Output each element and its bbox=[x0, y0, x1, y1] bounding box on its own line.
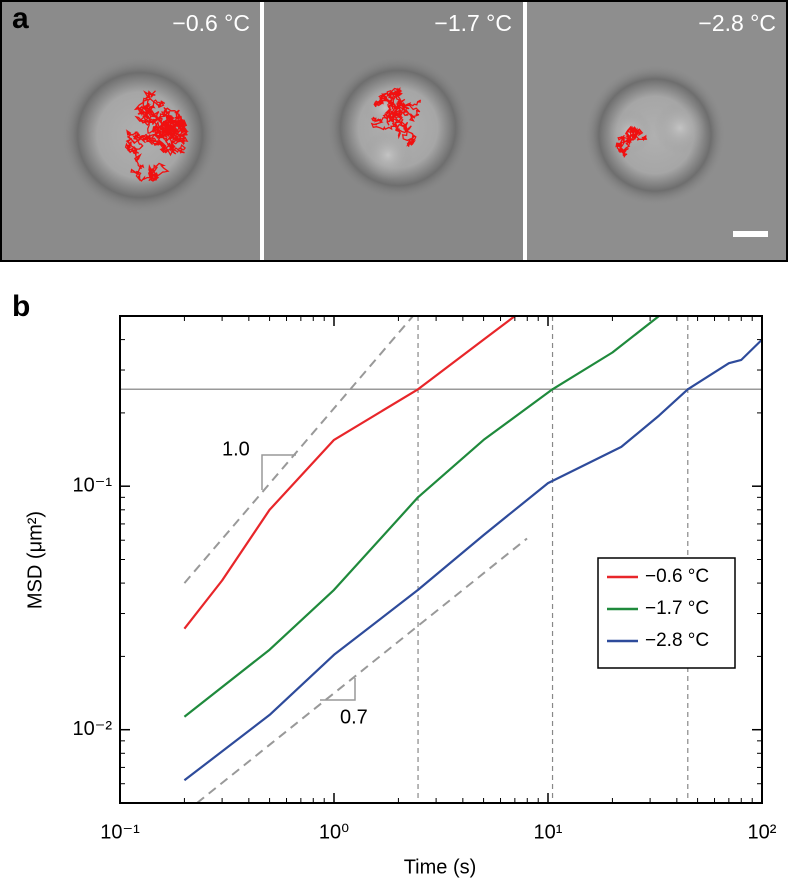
legend-label: −2.8 °C bbox=[645, 630, 709, 651]
guide-line bbox=[183, 316, 414, 584]
trajectory bbox=[370, 86, 422, 147]
slope-triangle bbox=[320, 678, 356, 701]
series-line bbox=[183, 316, 516, 630]
slope-label: 1.0 bbox=[222, 438, 250, 460]
x-tick-label: 10⁻¹ bbox=[100, 821, 140, 843]
image-label: −1.7 °C bbox=[434, 10, 512, 36]
series-line bbox=[183, 338, 762, 782]
y-tick-label: 10⁻² bbox=[73, 718, 113, 740]
x-tick-label: 10² bbox=[748, 821, 777, 843]
x-tick-label: 10¹ bbox=[534, 821, 563, 843]
slope-triangle bbox=[261, 454, 296, 490]
y-axis-label: MSD (μm²) bbox=[24, 511, 46, 609]
x-tick-label: 10⁰ bbox=[319, 821, 349, 843]
plot-area: 10⁻¹ 10⁰ 10¹ 10² 10⁻² 10⁻¹ bbox=[73, 315, 777, 843]
legend-label: −1.7 °C bbox=[645, 598, 709, 619]
cell bbox=[62, 57, 218, 213]
panel-a: a −0.6 °C −1.7 °C −2.8 °C bbox=[0, 0, 788, 262]
y-tick-label: 10⁻¹ bbox=[73, 474, 113, 496]
panel-label: a bbox=[12, 2, 29, 35]
image-label: −0.6 °C bbox=[172, 10, 250, 36]
x-axis-label: Time (s) bbox=[404, 856, 477, 878]
trajectory bbox=[124, 90, 189, 182]
divider bbox=[523, 2, 527, 260]
guide-line bbox=[196, 537, 528, 803]
trajectory bbox=[615, 125, 648, 159]
series-line bbox=[183, 316, 660, 718]
legend-label: −0.6 °C bbox=[645, 566, 709, 587]
image-label: −2.8 °C bbox=[698, 10, 776, 36]
panel-label: b bbox=[12, 290, 30, 323]
cell-body bbox=[363, 130, 413, 180]
slope-label: 0.7 bbox=[340, 706, 368, 728]
legend: −0.6 °C −1.7 °C −2.8 °C bbox=[597, 557, 736, 669]
cell-body bbox=[654, 102, 706, 154]
scale-bar bbox=[733, 231, 768, 237]
divider bbox=[260, 2, 264, 260]
